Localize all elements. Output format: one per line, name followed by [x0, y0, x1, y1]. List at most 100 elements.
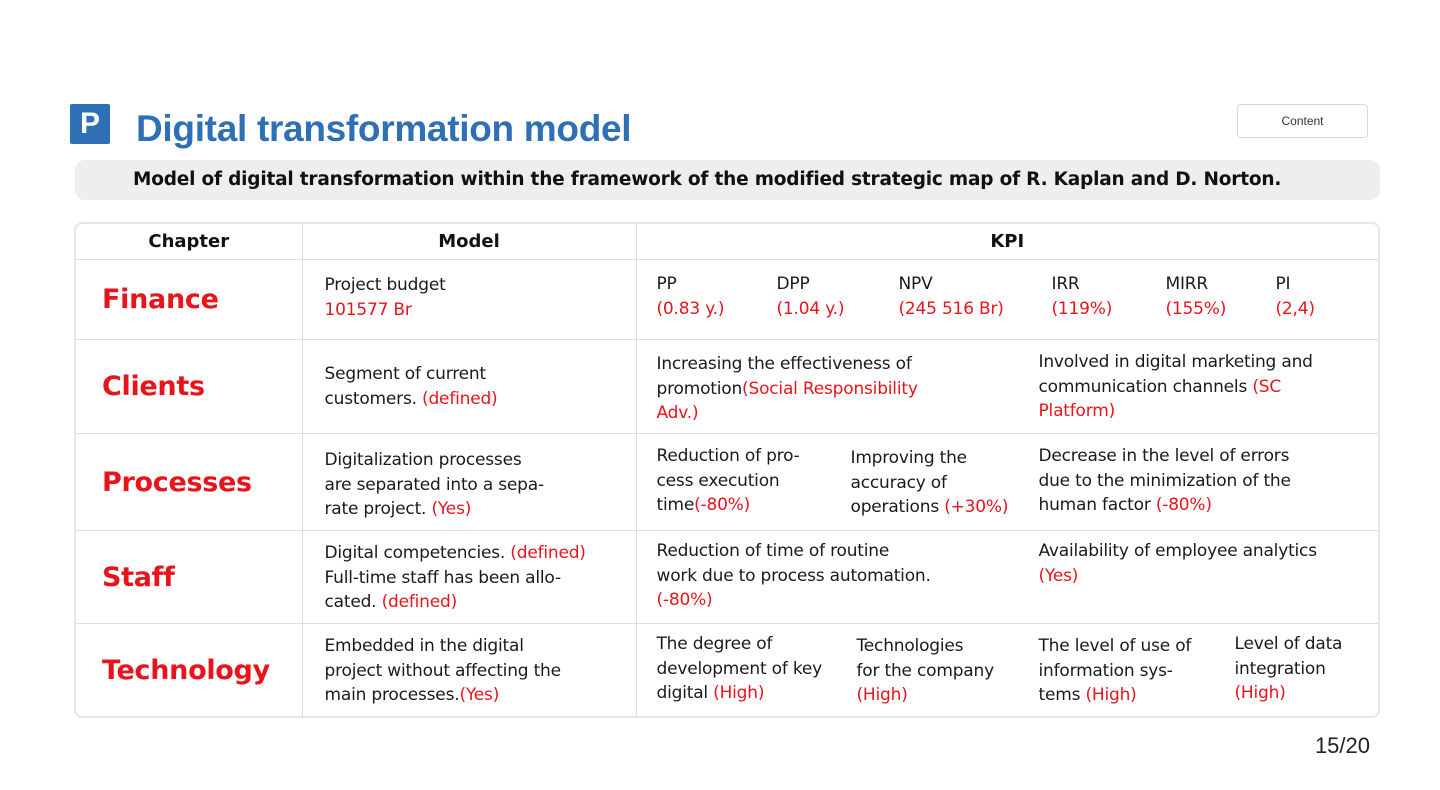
kpi-pi: PI (2,4) [1275, 272, 1316, 321]
kpi-irr-value: (119%) [1051, 298, 1113, 319]
table-row-technology: Technology Embedded in the digital proje… [76, 623, 1378, 716]
kpi-processes: Reduction of pro- cess execution time(-8… [635, 433, 1378, 531]
kpi-mirr-label: MIRR [1165, 274, 1209, 294]
model-technology-line2: project without affecting the [324, 660, 562, 681]
model-staff: Digital competencies. (defined) Full-tim… [301, 530, 637, 624]
kpi-dpp: DPP (1.04 y.) [777, 272, 845, 321]
page-number: 15/20 [1314, 733, 1370, 758]
model-processes-line3-text: rate project. [324, 499, 432, 519]
page-title: Digital transformation model [136, 108, 632, 149]
kpi-irr: IRR (119%) [1052, 272, 1113, 321]
content-button[interactable]: Content [1237, 104, 1368, 138]
model-finance-text: Project budget [324, 275, 446, 295]
kpi-finance: PP (0.83 y.) DPP (1.04 y.) NPV (245 516 … [635, 259, 1378, 340]
kpi-processes-execution: Reduction of pro- cess execution time(-8… [657, 444, 800, 518]
kpi-technology-systems-line2: information sys- [1038, 660, 1173, 681]
kpi-staff-routine: Reduction of time of routine work due to… [657, 539, 931, 613]
table-row-processes: Processes Digitalization processes are s… [76, 433, 1378, 531]
kpi-technology-digital-line2: development of key [656, 658, 823, 679]
kpi-technology-integration-value: (High) [1234, 683, 1286, 703]
kpi-technology-systems: The level of use of information sys- tem… [1039, 634, 1192, 708]
kpi-processes-execution-line3-text: time [656, 495, 695, 515]
model-clients-line2: customers. (defined) [325, 387, 626, 412]
model-staff-line1: Digital competencies. (defined) [325, 541, 630, 566]
kpi-npv: NPV (245 516 Br) [899, 272, 1004, 321]
model-technology-line3: main processes.(Yes) [325, 683, 626, 708]
model-clients-line2-text: customers. [324, 388, 423, 409]
kpi-technology-digital-value: (High) [713, 683, 765, 703]
kpi-technology-systems-line3: tems (High) [1039, 683, 1192, 708]
kpi-dpp-value: (1.04 y.) [776, 298, 845, 319]
kpi-staff-analytics: Availability of employee analytics (Yes) [1038, 539, 1318, 588]
kpi-processes-accuracy-value: (+30%) [944, 497, 1009, 517]
kpi-pi-value: (2,4) [1275, 298, 1316, 319]
kpi-clients-channels: Involved in digital marketing and commun… [1039, 350, 1313, 424]
kpi-processes-execution-value: (-80%) [694, 495, 751, 515]
kpi-clients-promotion: Increasing the effectiveness of promotio… [657, 352, 918, 426]
model-processes: Digitalization processes are separated i… [301, 433, 637, 531]
table-header-row: Chapter Model KPI [76, 224, 1378, 260]
model-technology-value: (Yes) [459, 685, 500, 705]
kpi-clients: Increasing the effectiveness of promotio… [635, 339, 1378, 434]
model-finance-value: 101577 Br [324, 299, 412, 320]
kpi-processes-accuracy-line3-text: operations [850, 497, 945, 517]
kpi-npv-label: NPV [898, 274, 933, 294]
chapter-processes: Processes [76, 433, 303, 531]
kpi-staff-analytics-line1: Availability of employee analytics [1038, 541, 1318, 561]
kpi-mirr: MIRR (155%) [1166, 272, 1227, 321]
kpi-technology-company: Technologies for the company (High) [856, 634, 995, 708]
kpi-staff-routine-value: (-80%) [656, 590, 713, 610]
model-staff-line1-text: Digital competencies. [324, 543, 511, 563]
kpi-processes-errors-line3-text: human factor [1038, 495, 1156, 515]
kpi-table: Chapter Model KPI Finance Project budget… [74, 222, 1380, 718]
chapter-staff: Staff [76, 530, 303, 624]
kpi-technology-digital: The degree of development of key digital… [657, 632, 823, 706]
kpi-irr-label: IRR [1051, 274, 1080, 294]
kpi-npv-value: (245 516 Br) [898, 298, 1004, 319]
chapter-clients: Clients [76, 339, 303, 434]
model-clients-line1: Segment of current [324, 364, 487, 384]
model-processes-value: (Yes) [431, 499, 472, 519]
model-staff-value1: (defined) [510, 543, 586, 563]
chapter-technology: Technology [76, 623, 303, 716]
chapter-finance: Finance [76, 259, 303, 340]
kpi-technology: The degree of development of key digital… [635, 623, 1378, 716]
kpi-clients-channels-line2-text: communication channels [1038, 376, 1253, 397]
kpi-technology-company-line2: for the company [856, 660, 995, 681]
kpi-processes-errors-line3: human factor (-80%) [1039, 493, 1291, 518]
column-header-kpi: KPI [635, 224, 1378, 260]
kpi-processes-errors-line2: due to the minimization of the [1038, 470, 1291, 491]
kpi-technology-systems-value: (High) [1085, 685, 1137, 705]
model-technology: Embedded in the digital project without … [301, 623, 637, 716]
model-technology-line1: Embedded in the digital [324, 636, 524, 656]
table-row-staff: Staff Digital competencies. (defined) Fu… [76, 530, 1378, 624]
kpi-technology-company-value: (High) [856, 685, 908, 705]
kpi-technology-integration-line2: integration [1234, 658, 1326, 679]
model-processes-line2: are separated into a sepa- [324, 474, 545, 495]
logo-p-icon: P [70, 104, 110, 144]
kpi-technology-company-line1: Technologies [856, 636, 964, 656]
kpi-dpp-label: DPP [776, 274, 810, 294]
kpi-pp: PP (0.83 y.) [657, 272, 725, 321]
kpi-processes-errors-value: (-80%) [1155, 495, 1212, 515]
kpi-technology-systems-line1: The level of use of [1038, 636, 1192, 656]
table-row-clients: Clients Segment of current customers. (d… [76, 339, 1378, 434]
kpi-staff-analytics-value: (Yes) [1038, 565, 1079, 586]
kpi-processes-accuracy-line2: accuracy of [850, 472, 947, 493]
kpi-pp-value: (0.83 y.) [656, 298, 725, 319]
subtitle-banner: Model of digital transformation within t… [75, 160, 1380, 200]
kpi-processes-errors-line1: Decrease in the level of errors [1038, 446, 1290, 466]
kpi-staff-routine-line2: work due to process automation. [656, 565, 931, 586]
kpi-processes-execution-line1: Reduction of pro- [656, 446, 800, 466]
model-technology-line3-text: main processes. [324, 685, 460, 705]
model-processes-line1: Digitalization processes [324, 450, 522, 470]
kpi-pp-label: PP [656, 274, 677, 294]
kpi-clients-promotion-value-line3: Adv.) [656, 403, 699, 423]
kpi-processes-accuracy-line3: operations (+30%) [851, 495, 1009, 520]
table-row-finance: Finance Project budget 101577 Br PP (0.8… [76, 259, 1378, 340]
model-staff-line2: Full-time staff has been allo- [324, 567, 562, 588]
kpi-processes-execution-line3: time(-80%) [657, 493, 800, 518]
model-clients-value: (defined) [422, 388, 498, 409]
kpi-technology-integration: Level of data integration (High) [1235, 632, 1343, 706]
model-clients: Segment of current customers. (defined) [301, 339, 637, 434]
